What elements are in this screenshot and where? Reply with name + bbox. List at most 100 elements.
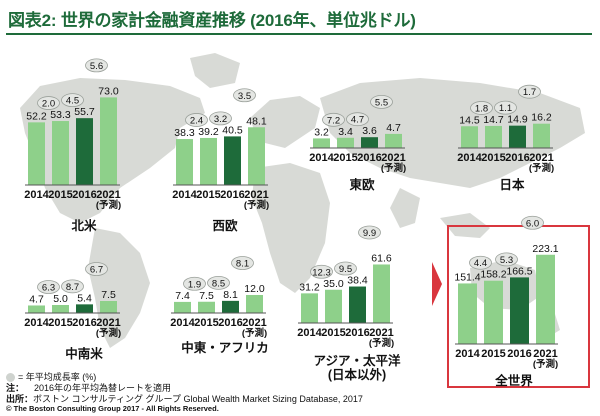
- x-tick-label: 2014: [455, 348, 480, 360]
- growth-rate-badge: [370, 95, 393, 109]
- growth-rate-value: 5.3: [500, 255, 513, 266]
- x-tick-label: (予測): [369, 337, 394, 349]
- bar-value-label: 5.0: [53, 293, 68, 305]
- growth-rate-value: 6.0: [526, 218, 539, 229]
- x-tick-label: 2016: [357, 152, 381, 164]
- x-tick-label: (予測): [96, 199, 121, 211]
- bar-value-label: 7.4: [175, 290, 190, 302]
- x-tick-label: 2014: [24, 189, 49, 201]
- bar-2014: [458, 283, 477, 344]
- growth-rate-value: 9.9: [363, 228, 376, 239]
- growth-rate-badge: [61, 93, 84, 108]
- bar-value-label: 55.7: [74, 106, 95, 118]
- source-label: 出所：: [6, 394, 34, 404]
- growth-rate-value: 2.4: [190, 115, 203, 126]
- bar-value-label: 14.5: [459, 114, 480, 126]
- bar-2021: [246, 295, 263, 313]
- growth-rate-value: 5.5: [375, 97, 388, 108]
- bar-value-label: 223.1: [532, 243, 558, 255]
- growth-rate-value: 4.7: [351, 115, 364, 126]
- growth-rate-value: 3.2: [214, 114, 227, 125]
- bar-2021: [533, 123, 550, 148]
- bar-2014: [176, 139, 193, 185]
- copyright: © The Boston Consulting Group 2017 - All…: [6, 404, 219, 413]
- x-tick-label: 2016: [218, 317, 242, 329]
- growth-rate-value: 1.1: [499, 103, 512, 114]
- bar-2015: [485, 125, 502, 148]
- growth-rate-badge: [334, 261, 357, 276]
- x-tick-label: 2014: [24, 317, 49, 329]
- growth-rate-badge: [495, 252, 518, 267]
- bar-value-label: 3.2: [314, 126, 329, 138]
- region-label: 日本: [499, 177, 525, 192]
- bar-value-label: 73.0: [98, 85, 119, 97]
- x-tick-label: 2014: [297, 327, 322, 339]
- region-label: 中東・アフリカ: [181, 340, 269, 355]
- bar-value-label: 61.6: [371, 252, 392, 264]
- footnote-source: 出所：ボストン コンサルティング グループ Global Wealth Mark…: [6, 392, 363, 405]
- growth-rate-value: 8.5: [212, 278, 225, 289]
- growth-rate-badge: [469, 255, 492, 270]
- region-label: 中南米: [65, 346, 103, 361]
- x-tick-label: 2021: [96, 189, 120, 201]
- growth-rate-badge: [358, 225, 381, 240]
- growth-legend-icon: [6, 373, 15, 383]
- source-text: ボストン コンサルティング グループ Global Wealth Market …: [33, 394, 363, 404]
- arrow-to-world: [432, 262, 442, 306]
- x-tick-label: 2014: [457, 152, 482, 164]
- x-tick-label: 2014: [309, 152, 334, 164]
- growth-rate-value: 2.0: [42, 99, 55, 110]
- growth-rate-value: 3.5: [238, 91, 251, 102]
- growth-rate-badge: [518, 84, 541, 99]
- growth-rate-badge: [231, 256, 254, 270]
- bar-2015: [325, 289, 342, 323]
- bar-2021: [248, 127, 265, 185]
- growth-rate-value: 1.9: [188, 279, 201, 290]
- bar-2016: [510, 277, 529, 344]
- legend-growth: = 年平均成長率 (%): [6, 370, 96, 383]
- growth-rate-value: 8.1: [236, 259, 249, 270]
- legend-growth-label: = 年平均成長率 (%): [18, 372, 97, 382]
- x-tick-label: 2015: [481, 348, 505, 360]
- growth-rate-value: 4.4: [474, 258, 487, 269]
- growth-rate-value: 4.5: [66, 96, 79, 107]
- x-tick-label: (予測): [242, 327, 267, 339]
- growth-rate-badge: [470, 101, 493, 115]
- bar-2015: [52, 305, 69, 313]
- growth-rate-badge: [85, 262, 108, 276]
- x-tick-label: (予測): [244, 199, 269, 211]
- bar-value-label: 5.4: [77, 292, 92, 304]
- bar-2015: [337, 137, 354, 148]
- bar-2014: [301, 293, 318, 323]
- growth-rate-value: 6.7: [90, 265, 103, 276]
- bar-2014: [28, 305, 45, 313]
- bar-value-label: 35.0: [323, 278, 344, 290]
- bar-2014: [174, 301, 191, 313]
- bar-value-label: 8.1: [223, 289, 238, 301]
- growth-rate-value: 12.3: [312, 267, 331, 278]
- bar-2014: [313, 138, 330, 148]
- x-tick-label: 2015: [333, 152, 357, 164]
- x-tick-label: 2021: [244, 189, 268, 201]
- page-title: 図表2: 世界の家計金融資産推移 (2016年、単位兆ドル): [8, 11, 416, 30]
- bar-value-label: 53.3: [50, 109, 71, 121]
- growth-rate-badge: [37, 96, 60, 110]
- growth-rate-badge: [207, 275, 230, 290]
- growth-rate-value: 8.7: [66, 282, 79, 293]
- bar-2021: [100, 301, 117, 313]
- x-tick-label: 2016: [507, 348, 531, 360]
- bar-2021: [100, 97, 117, 185]
- x-tick-label: (予測): [381, 162, 406, 174]
- bar-2016: [222, 300, 239, 313]
- x-tick-label: 2016: [505, 152, 529, 164]
- bar-2014: [461, 126, 478, 148]
- x-tick-label: 2016: [345, 327, 369, 339]
- x-tick-label: (予測): [533, 358, 558, 370]
- growth-rate-badge: [233, 88, 256, 103]
- growth-rate-badge: [37, 280, 60, 294]
- x-tick-label: 2015: [481, 152, 505, 164]
- note-text: 2016年の年平均為替レートを適用: [34, 383, 172, 393]
- bar-value-label: 40.5: [222, 124, 243, 136]
- bar-2021: [536, 254, 555, 344]
